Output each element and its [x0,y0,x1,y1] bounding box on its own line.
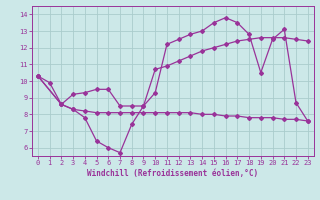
X-axis label: Windchill (Refroidissement éolien,°C): Windchill (Refroidissement éolien,°C) [87,169,258,178]
